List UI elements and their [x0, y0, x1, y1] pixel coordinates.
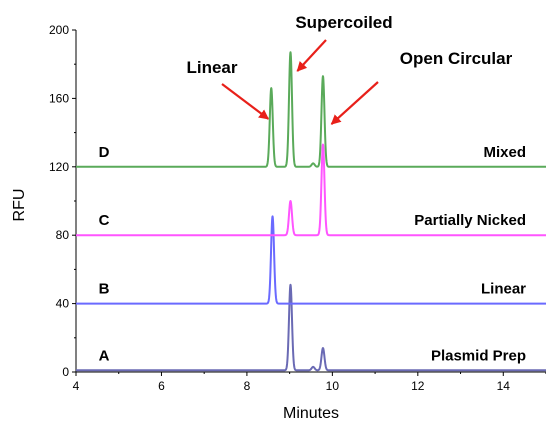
annotations: Linear Supercoiled Open Circular	[186, 13, 513, 125]
series-name: Linear	[481, 281, 526, 298]
annotation-arrow	[296, 39, 327, 72]
traces	[75, 51, 546, 372]
x-tick-label: 10	[326, 379, 340, 393]
series-trace-b	[75, 215, 546, 305]
series-trace-c	[75, 143, 546, 237]
y-tick-label: 160	[49, 91, 69, 105]
series-letter: C	[99, 212, 110, 229]
series-name: Plasmid Prep	[431, 347, 526, 364]
annotation-label: Open Circular	[400, 49, 513, 68]
y-axis-title: RFU	[11, 189, 28, 222]
y-tick-label: 80	[56, 228, 70, 242]
x-tick-label: 8	[244, 379, 251, 393]
trace-labels: A Plasmid Prep B Linear C Partially Nicked D Mi…	[99, 144, 527, 364]
series-trace-d	[75, 51, 546, 168]
x-tick-label: 14	[497, 379, 511, 393]
annotation-label: Supercoiled	[295, 13, 392, 32]
annotation-label: Linear	[186, 58, 237, 77]
y-tick-label: 120	[49, 160, 69, 174]
series-name: Partially Nicked	[414, 212, 526, 229]
annotation-arrow	[330, 81, 379, 125]
series-letter: B	[99, 281, 110, 298]
y-tick-label: 200	[49, 23, 69, 37]
series-letter: A	[99, 347, 110, 364]
y-tick-label: 40	[56, 297, 70, 311]
x-tick-label: 12	[411, 379, 425, 393]
y-tick-label: 0	[62, 365, 69, 379]
x-axis-title: Minutes	[283, 405, 339, 422]
x-tick-label: 6	[158, 379, 165, 393]
series-name: Mixed	[483, 144, 526, 161]
series-letter: D	[99, 144, 110, 161]
annotation-arrow	[221, 83, 270, 120]
series-trace-a	[75, 283, 546, 372]
x-tick-label: 4	[73, 379, 80, 393]
axes: 4 6 8 10 12 14 0 40 80 120 160 200	[49, 23, 546, 393]
